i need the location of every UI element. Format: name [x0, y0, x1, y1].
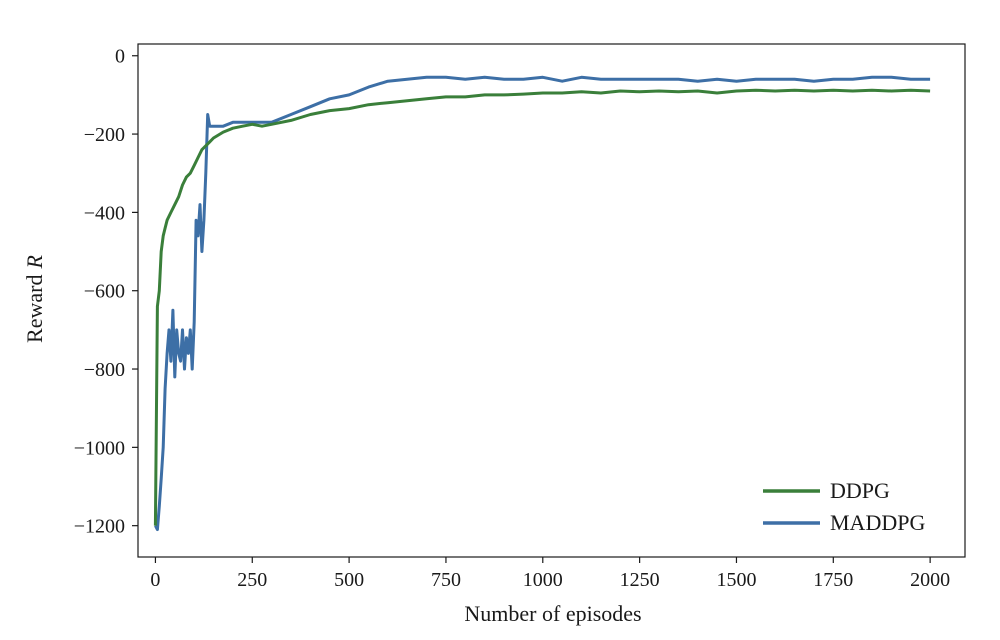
y-tick-label: −1200 [74, 516, 125, 538]
y-axis-label-variable: R [22, 255, 47, 270]
x-tick-label: 0 [150, 569, 160, 591]
x-tick-label: 250 [237, 569, 267, 591]
x-axis-label: Number of episodes [464, 601, 641, 626]
x-tick-label: 1750 [813, 569, 853, 591]
x-tick-label: 750 [431, 569, 461, 591]
y-axis-label: Reward R [22, 255, 47, 343]
plot-frame [137, 43, 966, 558]
axes [137, 43, 966, 558]
legend-label-ddpg: DDPG [830, 478, 890, 503]
y-tick-label: −600 [84, 281, 125, 303]
series-line-ddpg [153, 88, 931, 526]
x-tick-label: 1500 [716, 569, 756, 591]
x-tick-label: 1250 [620, 569, 660, 591]
x-tick-label: 500 [334, 569, 364, 591]
x-tick-label: 2000 [910, 569, 950, 591]
y-axis-label-text: Reward [22, 275, 47, 343]
y-tick-label: −1000 [74, 437, 125, 459]
x-tick-label: 1000 [523, 569, 563, 591]
plot-series [153, 75, 931, 532]
y-tick-label: −800 [84, 359, 125, 381]
legend: DDPG MADDPG [763, 478, 925, 535]
y-tick-label: −200 [84, 124, 125, 146]
legend-label-maddpg: MADDPG [830, 510, 925, 535]
tick-marks: 0 250 500 750 1000 1250 1500 1750 2000 0 −200 −400 −… [74, 46, 950, 591]
series-line-maddpg [154, 75, 931, 532]
y-tick-label: 0 [115, 46, 125, 68]
y-tick-label: −400 [84, 202, 125, 224]
